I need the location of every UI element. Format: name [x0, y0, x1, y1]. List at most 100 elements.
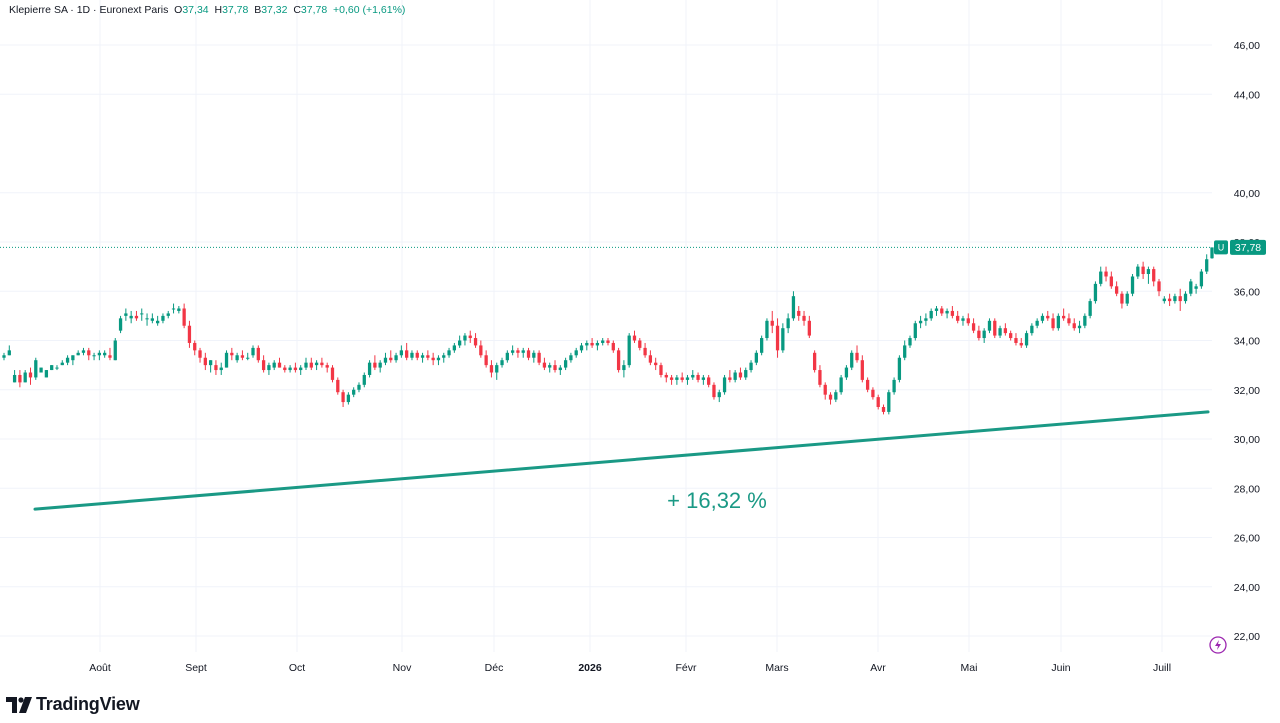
- candle-body: [39, 367, 43, 373]
- tradingview-logo-icon: [6, 696, 32, 713]
- candle-body: [336, 379, 340, 393]
- candle-body: [314, 362, 319, 366]
- candle-body: [479, 345, 483, 356]
- candle-body: [145, 318, 149, 320]
- candle-body: [203, 357, 207, 366]
- symbol-legend[interactable]: Klepierre SA · 1D · Euronext Paris O37,3…: [9, 4, 405, 16]
- tradingview-logo[interactable]: TradingView: [6, 694, 140, 715]
- candle-body: [516, 350, 520, 353]
- candle-body: [2, 355, 6, 358]
- candle-body: [844, 367, 849, 378]
- candle-body: [1035, 320, 1039, 326]
- x-tick-label: Avr: [870, 662, 886, 674]
- brand-name: TradingView: [36, 694, 140, 714]
- candle-body: [1130, 276, 1135, 294]
- candle-body: [12, 374, 17, 383]
- candle-body: [961, 318, 965, 321]
- candle-body: [563, 360, 568, 368]
- candle-body: [1046, 315, 1050, 319]
- low-key: B: [254, 4, 262, 16]
- y-tick-label: 32,00: [1234, 385, 1260, 397]
- candle-body: [325, 365, 329, 368]
- candle-body: [251, 347, 255, 356]
- x-tick-label: Mars: [765, 662, 788, 674]
- x-tick-label: 2026: [578, 662, 602, 674]
- candle-body: [998, 328, 1002, 336]
- candle-body: [118, 318, 123, 331]
- candle-body: [622, 365, 626, 371]
- candle-body: [1167, 298, 1172, 302]
- candle-body: [224, 352, 229, 368]
- candle-body: [654, 362, 658, 366]
- y-axis[interactable]: 22,00 24,00 26,00 28,00 30,00 32,00 34,00 36,00…: [1234, 40, 1260, 643]
- candle-body: [1072, 323, 1076, 329]
- candle-body: [50, 365, 54, 371]
- candle-body: [956, 315, 960, 321]
- candle-body: [701, 377, 706, 380]
- candle-body: [579, 345, 584, 351]
- candle-body: [913, 323, 917, 339]
- candle-body: [754, 352, 758, 363]
- close-value: 37,78: [300, 4, 328, 16]
- lightning-icon[interactable]: [1209, 636, 1227, 654]
- candle-body: [81, 350, 86, 353]
- candle-body: [733, 372, 737, 380]
- low-value: 37,32: [261, 4, 288, 16]
- candle-body: [924, 318, 928, 321]
- candle-body: [728, 377, 732, 380]
- candle-body: [1173, 296, 1177, 302]
- candle-body: [1062, 315, 1066, 319]
- candle-body: [966, 318, 970, 324]
- candle-body: [87, 350, 91, 356]
- candle-body: [1083, 315, 1087, 326]
- candle-body: [643, 347, 647, 356]
- y-tick-label: 44,00: [1234, 89, 1260, 101]
- candle-body: [1157, 281, 1161, 292]
- candle-body: [187, 325, 192, 343]
- candle-body: [1056, 315, 1060, 329]
- y-tick-label: 22,00: [1234, 631, 1260, 643]
- candle-body: [219, 367, 223, 371]
- candle-body: [680, 377, 684, 380]
- candle-body: [484, 355, 488, 366]
- candle-body: [1199, 271, 1204, 287]
- x-axis[interactable]: Août Sept Oct Nov Déc 2026 Févr Mars Avr Mai Juin J…: [89, 662, 1171, 674]
- candle-body: [420, 355, 425, 358]
- candle-body: [781, 328, 785, 351]
- candle-body: [447, 350, 451, 356]
- y-tick-label: 24,00: [1234, 582, 1260, 594]
- candle-body: [495, 365, 499, 373]
- candle-body: [18, 374, 22, 383]
- candle-body: [468, 335, 472, 339]
- candle-body: [744, 370, 748, 378]
- candle-body: [818, 370, 822, 385]
- candle-body: [1009, 333, 1013, 339]
- candle-body: [945, 310, 949, 314]
- candle-body: [293, 367, 298, 371]
- candle-body: [394, 355, 398, 361]
- high-value: 37,78: [222, 4, 249, 16]
- candle-body: [304, 362, 308, 368]
- candle-body: [1120, 293, 1124, 304]
- y-tick-label: 28,00: [1234, 483, 1260, 495]
- candle-body: [823, 384, 827, 395]
- candle-body: [76, 352, 80, 356]
- candle-body: [140, 313, 144, 315]
- candle-body: [807, 320, 811, 336]
- candle-body: [865, 379, 870, 390]
- candle-body: [897, 357, 902, 380]
- candle-body: [283, 367, 287, 371]
- candle-body: [675, 377, 679, 380]
- candle-body: [1194, 286, 1198, 289]
- candle-body: [574, 350, 578, 356]
- candles: [2, 247, 1214, 415]
- x-tick-label: Juill: [1153, 662, 1171, 674]
- candle-body: [717, 392, 721, 398]
- candle-body: [1003, 328, 1008, 334]
- last-price-label: 37,78: [1235, 242, 1261, 254]
- trend-line[interactable]: [33, 410, 1210, 511]
- candle-body: [1141, 266, 1145, 275]
- candle-body: [929, 310, 933, 319]
- x-tick-label: Nov: [393, 662, 412, 674]
